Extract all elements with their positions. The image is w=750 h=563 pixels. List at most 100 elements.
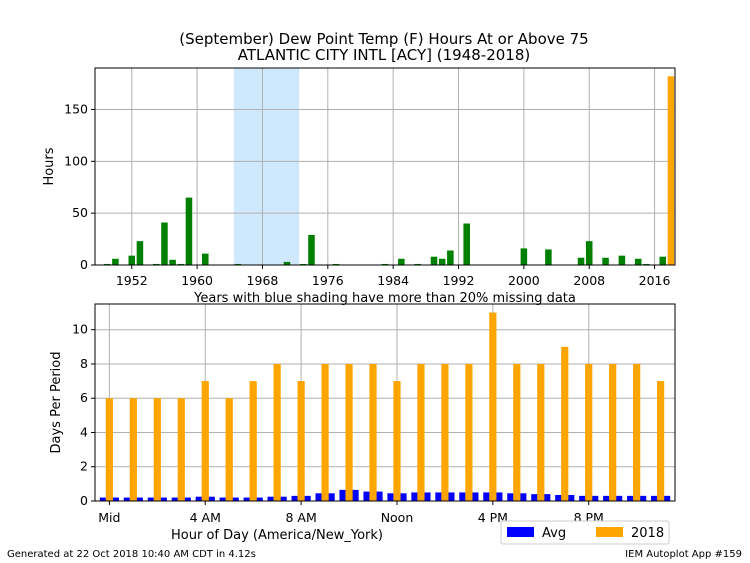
bar-year-1956 xyxy=(161,222,168,265)
top-ytick-label-150: 150 xyxy=(64,101,88,116)
y2018-bar-hour-3 xyxy=(177,398,185,501)
bottom-x-axis-label: Hour of Day (America/New_York) xyxy=(171,528,383,543)
top-xtick-label-2016: 2016 xyxy=(639,273,671,288)
bar-year-1950 xyxy=(112,258,119,265)
bar-year-2010 xyxy=(602,257,609,265)
bar-year-1959 xyxy=(185,197,193,265)
bar-year-1983 xyxy=(381,263,389,265)
top-ytick-label-0: 0 xyxy=(80,257,88,272)
legend-swatch-2018 xyxy=(596,527,623,537)
bottom-ytick-label-10: 10 xyxy=(72,322,88,337)
y2018-bar-hour-9 xyxy=(321,363,329,501)
y2018-bar-hour-12 xyxy=(393,381,401,501)
bar-year-1977 xyxy=(332,263,340,265)
bottom-ytick-label-0: 0 xyxy=(80,493,88,508)
bar-year-2003 xyxy=(545,249,552,265)
top-xtick-label-1960: 1960 xyxy=(181,273,213,288)
bar-year-1965 xyxy=(234,263,242,265)
y2018-bar-hour-10 xyxy=(345,363,353,501)
top-x-axis-label: Years with blue shading have more than 2… xyxy=(193,291,576,306)
top-xtick-label-2008: 2008 xyxy=(573,273,605,288)
bottom-ytick-label-4: 4 xyxy=(80,424,88,439)
bar-year-1953 xyxy=(136,241,144,265)
y2018-bar-hour-21 xyxy=(609,363,617,501)
y2018-bar-hour-2 xyxy=(153,398,161,501)
y2018-bar-hour-14 xyxy=(441,363,449,501)
bar-year-1949 xyxy=(103,263,111,265)
bar-year-1961 xyxy=(202,253,209,265)
y2018-bar-hour-0 xyxy=(105,398,113,501)
bar-year-1993 xyxy=(463,223,470,265)
bar-year-1985 xyxy=(398,258,405,265)
bar-year-2014 xyxy=(634,258,642,265)
bar-year-2012 xyxy=(618,255,626,265)
y2018-bar-hour-6 xyxy=(249,381,257,501)
y2018-bar-hour-22 xyxy=(633,363,641,501)
footer-app: IEM Autoplot App #159 xyxy=(625,549,742,560)
bar-year-1987 xyxy=(414,263,421,265)
y2018-bar-hour-11 xyxy=(369,363,377,501)
y2018-bar-hour-19 xyxy=(561,346,569,501)
bar-year-1955 xyxy=(153,263,160,265)
bottom-xtick-label-16: 4 PM xyxy=(478,510,508,525)
bar-year-1971 xyxy=(283,261,291,265)
bar-year-2007 xyxy=(577,257,585,265)
bottom-y-axis-label: Days Per Period xyxy=(49,352,64,454)
bar-year-2015 xyxy=(643,263,650,265)
bottom-xtick-label-12: Noon xyxy=(381,510,414,525)
legend-label-2018: 2018 xyxy=(631,526,664,541)
y2018-bar-hour-8 xyxy=(297,381,305,501)
y2018-bar-hour-4 xyxy=(201,381,209,501)
y2018-bar-hour-15 xyxy=(465,363,473,501)
footer-generated: Generated at 22 Oct 2018 10:40 AM CDT in… xyxy=(7,549,256,560)
bar-year-1991 xyxy=(447,250,454,265)
y2018-bar-hour-7 xyxy=(273,363,281,501)
missing-data-shading xyxy=(233,68,300,265)
bar-year-1990 xyxy=(438,258,446,265)
bottom-ytick-label-6: 6 xyxy=(80,390,88,405)
top-xtick-label-1976: 1976 xyxy=(312,273,344,288)
bar-year-1958 xyxy=(177,263,185,265)
top-plot-frame xyxy=(94,67,676,266)
legend-label-avg: Avg xyxy=(542,526,566,541)
bar-year-1989 xyxy=(430,256,438,265)
y2018-bar-hour-23 xyxy=(657,381,665,501)
bottom-xtick-label-8: 8 AM xyxy=(285,510,316,525)
top-ytick-label-100: 100 xyxy=(64,153,88,168)
bottom-plot-frame xyxy=(94,303,676,502)
y2018-bar-hour-1 xyxy=(129,398,137,501)
top-y-axis-label: Hours xyxy=(42,147,57,185)
bottom-ytick-label-8: 8 xyxy=(80,356,88,371)
yearly-hours-chart: 1952 1960 1968 1976 1984 1992 2000 2008 2016 0 50 1… xyxy=(42,67,676,306)
bar-year-1957 xyxy=(169,259,176,265)
legend-box xyxy=(500,520,670,545)
bottom-xtick-label-0: Mid xyxy=(98,510,120,525)
y2018-bar-hour-18 xyxy=(537,363,545,501)
y2018-bar-hour-20 xyxy=(585,363,593,501)
bar-year-2018 xyxy=(667,76,675,265)
top-xtick-label-1968: 1968 xyxy=(247,273,279,288)
bar-year-2008 xyxy=(585,241,593,265)
bar-year-2017 xyxy=(659,256,667,265)
top-xtick-label-2000: 2000 xyxy=(508,273,540,288)
legend: Avg 2018 xyxy=(500,520,670,545)
bar-year-1952 xyxy=(128,255,136,265)
chart-title-line2: ATLANTIC CITY INTL [ACY] (1948-2018) xyxy=(238,46,531,64)
bar-year-2000 xyxy=(520,248,528,265)
legend-swatch-avg xyxy=(507,527,534,537)
top-xtick-label-1992: 1992 xyxy=(443,273,475,288)
bottom-ytick-label-2: 2 xyxy=(80,459,88,474)
top-xtick-label-1984: 1984 xyxy=(377,273,409,288)
y2018-bar-hour-13 xyxy=(417,363,425,501)
top-ytick-label-50: 50 xyxy=(72,205,88,220)
y2018-bar-hour-16 xyxy=(489,312,497,501)
top-xtick-label-1952: 1952 xyxy=(116,273,148,288)
chart-title-line1: (September) Dew Point Temp (F) Hours At … xyxy=(179,30,588,48)
y2018-bar-hour-5 xyxy=(225,398,233,501)
bottom-xtick-label-4: 4 AM xyxy=(190,510,221,525)
bar-year-1973 xyxy=(300,263,307,265)
y2018-bar-hour-17 xyxy=(513,363,521,501)
bar-year-1974 xyxy=(308,234,315,265)
